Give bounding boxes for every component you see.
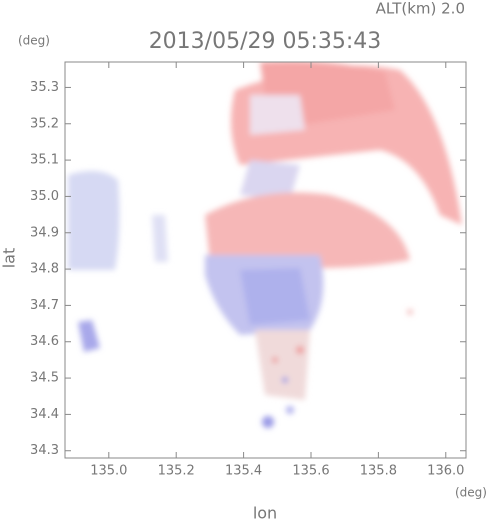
plot-frame [64,61,467,459]
radar-echo [68,62,462,428]
y-unit: (deg) [18,34,50,48]
x-tick-label: 136.0 [427,464,464,479]
y-tick-label: 34.3 [30,443,59,458]
y-tick-label: 35.1 [30,153,59,168]
y-tick-label: 34.6 [30,334,59,349]
y-tick-label: 35.2 [30,116,59,131]
x-axis-label: lon [253,504,277,521]
chart-title: 2013/05/29 05:35:43 [149,29,382,54]
y-tick-label: 34.8 [30,262,59,277]
y-tick-label: 35.0 [30,189,59,204]
x-tick-label: 135.8 [360,464,397,479]
x-tick-label: 135.0 [90,464,127,479]
y-tick-label: 34.5 [30,371,59,386]
y-axis-label: lat [0,248,19,269]
y-tick-label: 35.3 [30,80,59,95]
y-tick-label: 34.7 [30,298,59,313]
subtitle: ALT(km) 2.0 [376,0,465,18]
x-tick-label: 135.6 [292,464,329,479]
x-tick-label: 135.2 [158,464,195,479]
x-tick-label: 135.4 [225,464,262,479]
y-tick-label: 34.4 [30,407,59,422]
x-unit: (deg) [455,486,487,500]
y-tick-label: 34.9 [30,225,59,240]
